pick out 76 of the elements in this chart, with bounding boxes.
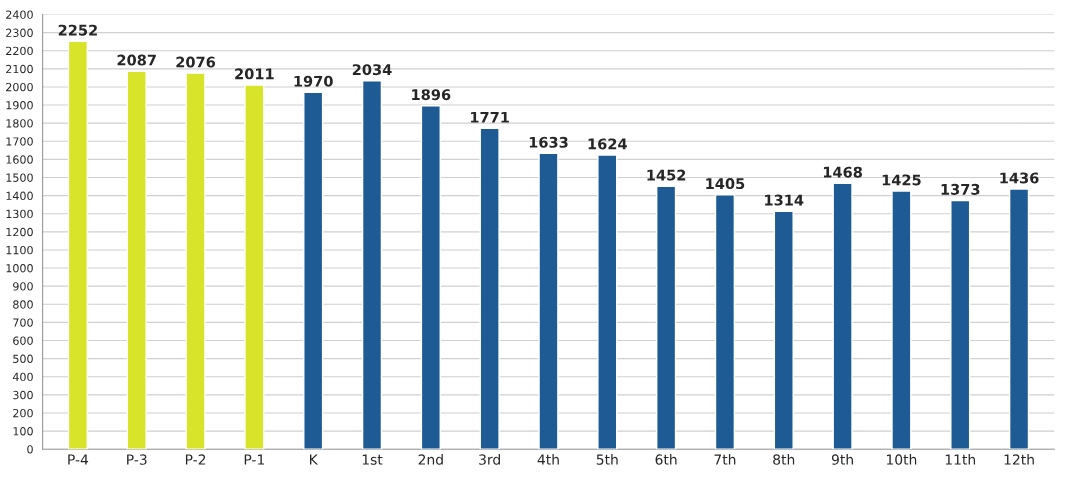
bar xyxy=(656,185,677,450)
data-label: 2252 xyxy=(58,24,97,36)
x-tick-label: 5th xyxy=(596,454,618,465)
bar xyxy=(950,199,971,450)
bar xyxy=(185,72,206,450)
bar xyxy=(303,91,324,450)
y-tick-label: 2000 xyxy=(6,82,33,92)
data-label: 2011 xyxy=(235,68,274,80)
x-tick-label: K xyxy=(309,454,319,465)
data-label: 1425 xyxy=(882,174,921,186)
x-tick-label: P-3 xyxy=(127,454,147,465)
x-tick-label: 6th xyxy=(655,454,677,465)
x-tick-label: 1st xyxy=(362,454,383,465)
y-tick-label: 1100 xyxy=(6,245,33,255)
data-label: 1771 xyxy=(471,111,509,123)
y-tick-label: 1900 xyxy=(6,101,33,110)
bar xyxy=(361,80,383,450)
y-tick-label: 1700 xyxy=(6,137,33,146)
y-tick-label: 500 xyxy=(13,354,33,364)
y-tick-label: 1500 xyxy=(6,173,33,182)
x-tick-label: P-1 xyxy=(244,454,265,465)
bar xyxy=(126,70,147,450)
x-tick-label: 4th xyxy=(537,454,559,465)
data-label: 1624 xyxy=(588,138,627,150)
data-label: 1405 xyxy=(706,178,745,190)
y-tick-label: 0 xyxy=(27,445,33,454)
y-tick-label: 2100 xyxy=(6,64,33,74)
x-tick-label: 8th xyxy=(773,454,795,465)
bar xyxy=(420,105,441,450)
data-label: 1373 xyxy=(941,183,980,195)
data-label: 1452 xyxy=(647,169,686,181)
x-tick-label: P-4 xyxy=(68,454,89,465)
bar xyxy=(773,210,794,450)
y-tick-label: 100 xyxy=(13,427,33,436)
x-tick-label: 2nd xyxy=(418,454,443,465)
bar xyxy=(67,40,89,450)
x-tick-label: 7th xyxy=(714,454,736,465)
y-tick-label: 2400 xyxy=(6,10,33,19)
y-tick-label: 400 xyxy=(12,372,33,382)
y-tick-label: 200 xyxy=(13,408,33,418)
y-tick-label: 1600 xyxy=(6,155,33,164)
y-tick-label: 1400 xyxy=(6,191,33,200)
y-tick-label: 600 xyxy=(13,336,33,345)
y-tick-label: 2200 xyxy=(6,46,33,56)
bar xyxy=(1008,188,1030,450)
bar xyxy=(244,84,265,450)
bar xyxy=(538,152,559,450)
bar xyxy=(714,194,736,450)
data-label: 1633 xyxy=(529,136,568,148)
y-tick-label: 1300 xyxy=(6,209,33,219)
x-tick-label: 3rd xyxy=(479,454,500,465)
x-tick-label: 11th xyxy=(945,454,976,465)
bar xyxy=(891,190,912,450)
bar xyxy=(597,154,618,450)
y-tick-label: 300 xyxy=(13,390,33,400)
data-label: 1970 xyxy=(294,75,333,87)
data-label: 2087 xyxy=(117,54,156,66)
y-tick-label: 1000 xyxy=(6,264,33,273)
x-tick-label: 12th xyxy=(1004,454,1034,465)
y-tick-label: 900 xyxy=(13,282,33,291)
y-tick-label: 1200 xyxy=(6,227,33,237)
y-tick-label: 800 xyxy=(13,300,33,309)
data-label: 1896 xyxy=(412,89,451,101)
bar xyxy=(479,127,500,450)
y-tick-label: 1800 xyxy=(6,119,33,128)
bar xyxy=(832,182,853,450)
y-tick-label: 700 xyxy=(13,318,33,327)
data-label: 1436 xyxy=(1000,172,1039,184)
x-tick-label: 9th xyxy=(831,454,853,465)
x-tick-label: P-2 xyxy=(185,454,206,465)
data-label: 2034 xyxy=(352,64,392,76)
data-label: 2076 xyxy=(176,56,216,68)
data-label: 1314 xyxy=(765,194,804,206)
data-label: 1468 xyxy=(823,166,862,178)
y-tick-label: 2300 xyxy=(6,28,33,37)
x-tick-label: 10th xyxy=(886,454,917,465)
